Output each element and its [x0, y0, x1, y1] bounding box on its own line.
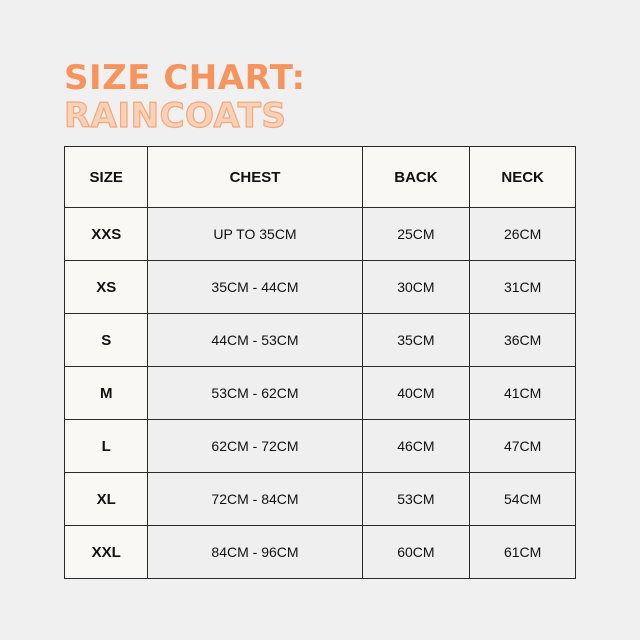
- header-size: SIZE: [63, 146, 149, 208]
- cell-back: 40CM: [361, 366, 471, 420]
- header-neck: NECK: [469, 146, 576, 208]
- title-line-2: RAINCOATS: [63, 95, 287, 136]
- cell-back: 35CM: [361, 313, 471, 367]
- table-row: M 53CM - 62CM 40CM 41CM: [63, 366, 576, 420]
- cell-neck: 31CM: [469, 260, 576, 314]
- size-chart-table: SIZE CHEST BACK NECK XXS UP TO 35CM 25CM 26…: [63, 146, 576, 579]
- cell-chest: UP TO 35CM: [147, 207, 363, 261]
- table-row: S 44CM - 53CM 35CM 36CM: [63, 313, 576, 367]
- table-row: XL 72CM - 84CM 53CM 54CM: [63, 472, 576, 526]
- cell-neck: 47CM: [469, 419, 576, 473]
- cell-back: 60CM: [361, 525, 471, 579]
- cell-back: 53CM: [361, 472, 471, 526]
- cell-chest: 35CM - 44CM: [147, 260, 363, 314]
- cell-neck: 41CM: [469, 366, 576, 420]
- header-chest: CHEST: [147, 146, 363, 208]
- cell-size: M: [63, 366, 149, 420]
- header-row: SIZE CHEST BACK NECK: [63, 146, 576, 208]
- cell-chest: 53CM - 62CM: [147, 366, 363, 420]
- cell-chest: 84CM - 96CM: [147, 525, 363, 579]
- cell-chest: 44CM - 53CM: [147, 313, 363, 367]
- cell-chest: 62CM - 72CM: [147, 419, 363, 473]
- cell-size: XXS: [63, 207, 149, 261]
- cell-back: 25CM: [361, 207, 471, 261]
- cell-neck: 54CM: [469, 472, 576, 526]
- table-row: L 62CM - 72CM 46CM 47CM: [63, 419, 576, 473]
- title-line-1: SIZE CHART:: [64, 58, 306, 98]
- table-row: XXL 84CM - 96CM 60CM 61CM: [63, 525, 576, 579]
- cell-neck: 61CM: [469, 525, 576, 579]
- table-body: XXS UP TO 35CM 25CM 26CM XS 35CM - 44CM 30CM 31…: [63, 207, 576, 579]
- cell-neck: 26CM: [469, 207, 576, 261]
- cell-size: XXL: [63, 525, 149, 579]
- table-row: XS 35CM - 44CM 30CM 31CM: [63, 260, 576, 314]
- cell-size: XS: [63, 260, 149, 314]
- cell-chest: 72CM - 84CM: [147, 472, 363, 526]
- cell-size: S: [63, 313, 149, 367]
- cell-neck: 36CM: [469, 313, 576, 367]
- table-row: XXS UP TO 35CM 25CM 26CM: [63, 207, 576, 261]
- cell-back: 46CM: [361, 419, 471, 473]
- header-back: BACK: [361, 146, 471, 208]
- cell-size: L: [63, 419, 149, 473]
- cell-back: 30CM: [361, 260, 471, 314]
- cell-size: XL: [63, 472, 149, 526]
